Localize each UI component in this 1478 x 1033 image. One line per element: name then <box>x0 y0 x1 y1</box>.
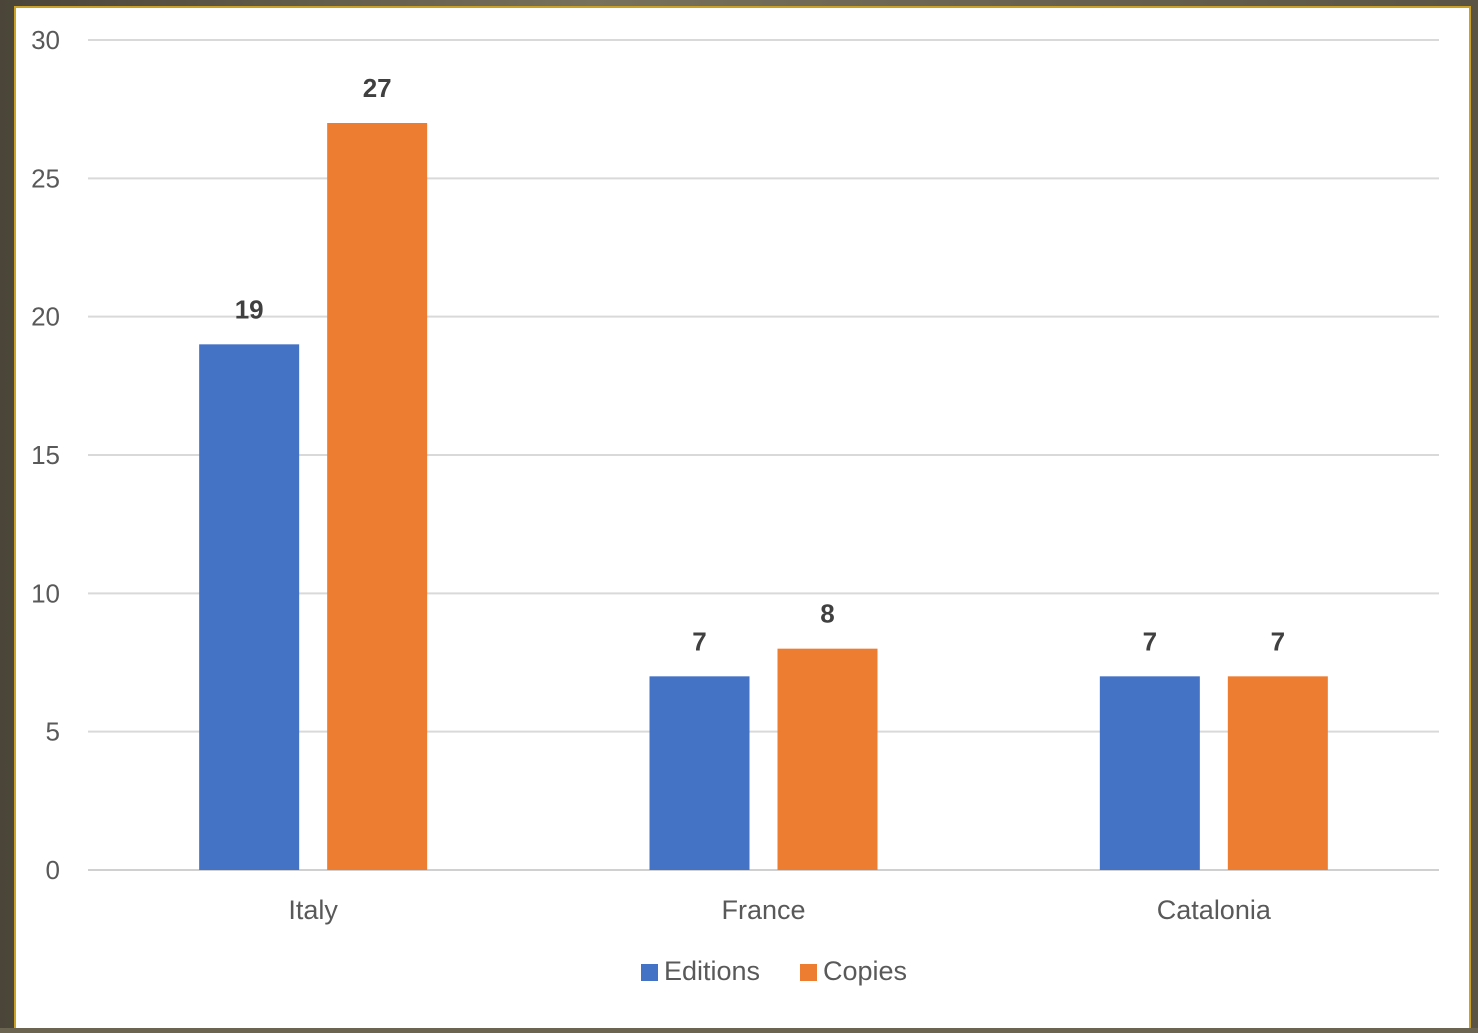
data-label: 7 <box>1143 626 1157 656</box>
bar-copies-catalonia <box>1227 676 1328 870</box>
bar-editions-italy <box>199 344 300 870</box>
bar-copies-france <box>777 648 878 870</box>
data-label: 7 <box>1271 626 1285 656</box>
x-axis-categories: Italy France Catalonia <box>288 895 1271 925</box>
bar-editions-catalonia <box>1099 676 1200 870</box>
legend: Editions Copies <box>641 956 907 986</box>
y-tick-label: 0 <box>46 855 60 885</box>
data-label: 8 <box>820 599 834 629</box>
y-tick-label: 10 <box>31 578 60 608</box>
category-label: Catalonia <box>1157 895 1272 925</box>
y-tick-label: 15 <box>31 440 60 470</box>
legend-label-copies: Copies <box>823 956 907 986</box>
y-tick-label: 5 <box>46 717 60 747</box>
y-axis-ticks: 0 5 10 15 20 25 30 <box>31 25 60 885</box>
data-labels: 19 27 7 8 7 7 <box>235 73 1285 656</box>
legend-swatch-editions <box>641 964 658 981</box>
y-tick-label: 30 <box>31 25 60 55</box>
y-tick-label: 20 <box>31 302 60 332</box>
bar-copies-italy <box>327 123 428 870</box>
data-label: 7 <box>692 626 706 656</box>
bars <box>199 123 1328 870</box>
legend-swatch-copies <box>800 964 817 981</box>
data-label: 27 <box>363 73 392 103</box>
chart-area: 0 5 10 15 20 25 30 19 27 7 8 7 7 Italy France Catalon… <box>14 6 1471 1028</box>
category-label: Italy <box>288 895 338 925</box>
category-label: France <box>721 895 805 925</box>
data-label: 19 <box>235 294 264 324</box>
bar-editions-france <box>649 676 750 870</box>
gridlines <box>88 39 1439 871</box>
legend-label-editions: Editions <box>664 956 760 986</box>
y-tick-label: 25 <box>31 163 60 193</box>
bar-chart: 0 5 10 15 20 25 30 19 27 7 8 7 7 Italy France Catalon… <box>31 25 1439 986</box>
